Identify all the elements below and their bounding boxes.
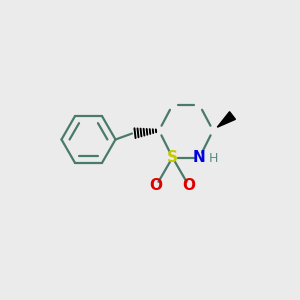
Text: H: H: [209, 152, 219, 166]
Text: O: O: [182, 178, 196, 194]
Polygon shape: [217, 112, 236, 127]
Text: N: N: [193, 150, 206, 165]
Text: S: S: [167, 150, 178, 165]
Text: O: O: [149, 178, 163, 194]
